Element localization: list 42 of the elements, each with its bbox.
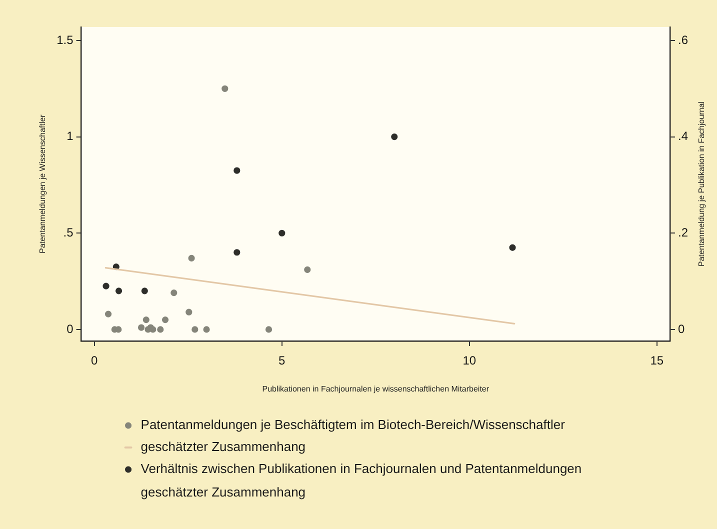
y-tick-label: 1	[66, 129, 74, 144]
point	[278, 230, 286, 236]
x-axis-title: Publikationen in Fachjournalen je wissenschaftlichen Mitarbeiter	[262, 384, 490, 394]
point	[162, 316, 169, 324]
point	[186, 308, 192, 316]
point	[192, 326, 198, 333]
y-tick-label: 1.5	[56, 32, 74, 47]
point	[141, 288, 148, 294]
point	[157, 326, 164, 333]
point	[188, 254, 195, 262]
point	[234, 167, 240, 174]
point	[265, 326, 272, 333]
x-tick-label: 0	[91, 354, 98, 368]
y2-axis-title: Patentanmeldung je Publikation in Fachjournal	[697, 101, 706, 266]
legend-label: Verhältnis zwischen Publikationen in Fachjournalen und Patentanmeldungen	[140, 461, 582, 476]
point	[115, 288, 122, 294]
point	[115, 326, 122, 333]
x-tick-label: 5	[278, 354, 286, 368]
point	[391, 134, 398, 140]
legend-label: Patentanmeldungen je Beschäftigtem im Biotech-Bereich/Wissenschaftler	[140, 417, 566, 432]
point	[102, 282, 110, 290]
point	[222, 85, 228, 92]
y-axis-title: Patentanmeldungen je Wissenschaftler	[38, 114, 48, 254]
point	[509, 244, 516, 251]
y2-tick-label: .4	[678, 129, 688, 144]
point	[234, 249, 240, 256]
x-tick-label: 15	[650, 354, 664, 368]
legend-label: geschätzter Zusammenhang	[140, 439, 306, 454]
point	[203, 326, 210, 333]
point	[170, 290, 178, 296]
point	[104, 310, 112, 318]
y-tick-label: .5	[63, 225, 74, 240]
x-tick-label: 10	[462, 354, 476, 368]
y2-tick-label: .2	[678, 225, 688, 240]
point	[142, 316, 150, 324]
text: geschätzter Zusammenhang	[140, 484, 306, 500]
y2-tick-label: .6	[678, 32, 688, 47]
point	[150, 326, 156, 333]
point	[304, 266, 311, 274]
point	[138, 324, 145, 331]
y-tick-label: 0	[66, 322, 74, 336]
y2-tick-label: 0	[678, 322, 685, 336]
